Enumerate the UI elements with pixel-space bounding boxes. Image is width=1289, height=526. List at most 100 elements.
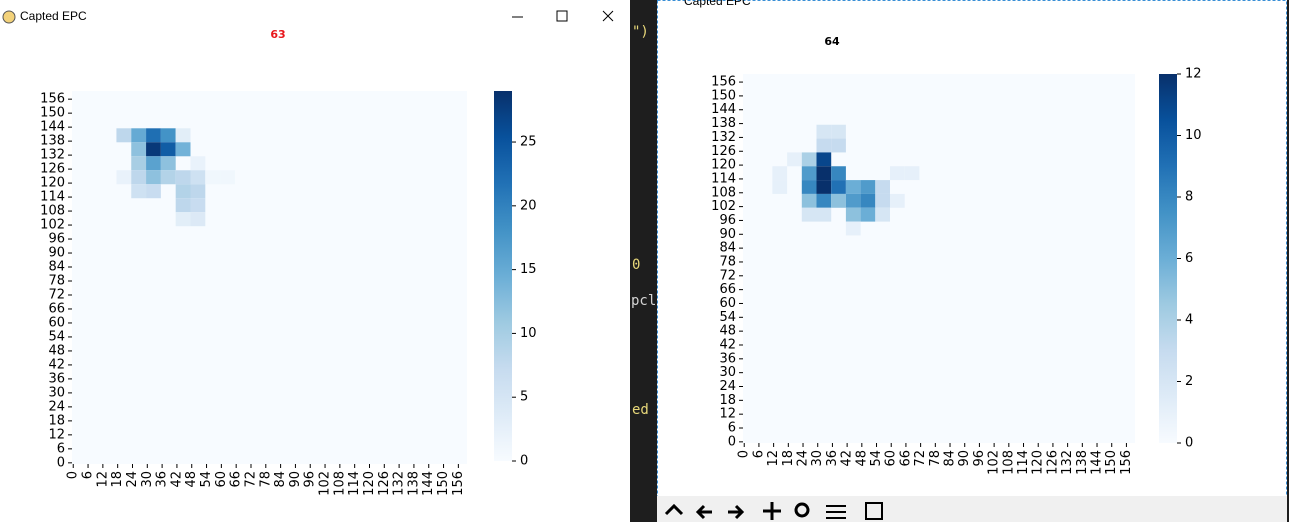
y-tick-label: 90 [48, 246, 65, 261]
forward-button[interactable] [728, 504, 745, 520]
x-tick-label: 60 [884, 450, 899, 467]
y-tick-label: 108 [40, 204, 65, 219]
y-tick-label: 12 [48, 427, 65, 442]
heatmap-cell [205, 170, 221, 185]
colorbar-tick-label: 15 [520, 262, 537, 277]
y-tick-label: 24 [48, 399, 65, 414]
x-tick-label: 114 [347, 471, 362, 496]
x-tick-label: 78 [258, 471, 273, 488]
y-tick-label: 24 [719, 379, 736, 394]
heatmap-cell [131, 156, 147, 171]
heatmap-cell [175, 212, 191, 227]
colorbar-tick-label: 5 [520, 390, 528, 405]
heatmap-cell [146, 156, 161, 171]
editor-text: 0 [632, 257, 640, 273]
home-button[interactable] [664, 503, 684, 516]
x-tick-label: 48 [184, 471, 199, 488]
y-tick-label: 66 [48, 301, 65, 316]
x-tick-label: 144 [1090, 450, 1105, 475]
y-tick-label: 66 [719, 282, 736, 297]
y-tick-label: 126 [40, 162, 65, 177]
y-tick-label: 132 [40, 148, 65, 163]
x-tick-label: 144 [421, 471, 436, 496]
heatmap-cell [175, 170, 191, 185]
colorbar-tick-label: 12 [1185, 67, 1202, 82]
heatmap-cell [131, 128, 147, 143]
heatmap-cell [831, 124, 846, 139]
chart-title: 63 [270, 28, 285, 41]
heatmap-cell [131, 170, 147, 185]
heatmap-cell [816, 166, 832, 181]
zoom-button[interactable] [794, 502, 810, 518]
heatmap-cell [816, 180, 832, 194]
plot-area [743, 74, 1135, 443]
x-tick-label: 36 [155, 471, 170, 488]
heatmap-cell [146, 142, 161, 157]
save-button[interactable] [865, 502, 883, 520]
y-tick-label: 72 [48, 287, 65, 302]
configure-button[interactable] [826, 505, 846, 519]
heatmap-cell [190, 170, 206, 185]
heatmap-cell [816, 152, 832, 167]
heatmap-cell [875, 193, 890, 208]
y-tick-label: 30 [719, 365, 736, 380]
x-tick-label: 120 [362, 471, 377, 496]
x-tick-label: 84 [273, 471, 288, 488]
x-tick-label: 96 [972, 450, 987, 467]
heatmap-cell [190, 184, 206, 199]
heatmap-cell [131, 184, 147, 199]
heatmap-cell [816, 193, 832, 208]
x-tick-label: 90 [288, 471, 303, 488]
heatmap-cell [801, 152, 817, 167]
colorbar-tick-label: 0 [520, 454, 528, 469]
close-button[interactable] [602, 10, 614, 22]
maximize-button[interactable] [556, 10, 568, 22]
chart-title: 64 [824, 35, 840, 48]
colorbar [1159, 74, 1177, 443]
x-tick-label: 66 [898, 450, 913, 467]
heatmap-cell [845, 193, 861, 208]
x-tick-label: 138 [406, 471, 421, 496]
heatmap-cell [801, 180, 817, 194]
y-tick-label: 42 [719, 337, 736, 352]
x-tick-label: 60 [214, 471, 229, 488]
y-tick-label: 0 [728, 434, 736, 449]
y-tick-label: 102 [40, 218, 65, 233]
selection-border [657, 0, 1287, 521]
y-tick-label: 120 [40, 176, 65, 191]
heatmap-cell [190, 156, 206, 171]
heatmap-cell [146, 170, 161, 185]
heatmap-cell [175, 142, 191, 157]
y-tick-label: 12 [719, 407, 736, 422]
x-tick-label: 138 [1075, 450, 1090, 475]
colorbar-tick-label: 2 [1185, 374, 1193, 389]
x-tick-label: 0 [737, 450, 752, 458]
back-button[interactable] [695, 504, 712, 520]
pan-button[interactable] [763, 502, 781, 520]
x-tick-label: 18 [781, 450, 796, 467]
colorbar [494, 91, 512, 461]
heatmap-cell [131, 142, 147, 157]
heatmap-cell [845, 221, 861, 236]
heatmap-cell [175, 198, 191, 213]
y-tick-label: 150 [40, 106, 65, 121]
heatmap-cell [801, 207, 817, 222]
x-tick-label: 108 [332, 471, 347, 496]
y-tick-label: 84 [719, 241, 736, 256]
y-tick-label: 144 [711, 102, 736, 117]
x-tick-label: 78 [928, 450, 943, 467]
y-tick-label: 96 [719, 213, 736, 228]
colorbar-tick-label: 6 [1185, 251, 1193, 266]
x-tick-label: 42 [169, 471, 184, 488]
heatmap-cell [816, 124, 832, 139]
x-tick-label: 12 [766, 450, 781, 467]
x-tick-label: 0 [66, 471, 81, 479]
heatmap-cell [831, 166, 846, 181]
window-title: Capted EPC [684, 0, 751, 8]
heatmap-cell [772, 180, 788, 194]
y-tick-label: 48 [48, 343, 65, 358]
heatmap-cell [904, 166, 920, 181]
x-tick-label: 6 [81, 471, 96, 479]
